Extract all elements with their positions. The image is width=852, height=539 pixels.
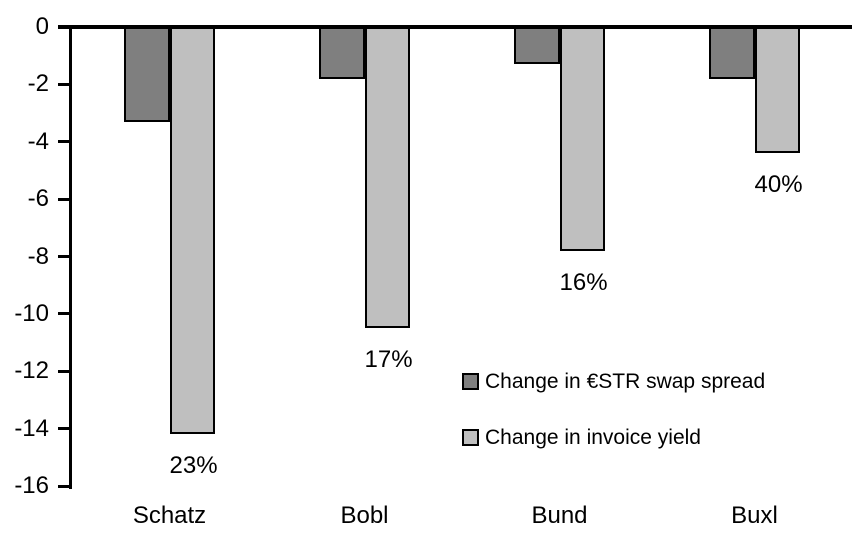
bar-buxl-series-1	[754, 27, 800, 154]
y-axis-tick	[58, 369, 72, 373]
y-axis-line	[69, 25, 72, 489]
legend-entry-swap-spread: Change in €STR swap spread	[462, 370, 766, 393]
bar-schatz-series-1	[169, 27, 215, 435]
category-label-bund: Bund	[531, 502, 588, 529]
legend-swatch-invoice-yield-icon	[462, 429, 479, 446]
bar-bund-series-0	[514, 27, 560, 65]
y-axis-tick	[58, 312, 72, 316]
bar-bobl-series-1	[364, 27, 410, 329]
y-axis-tick-label: -12	[14, 357, 49, 385]
y-axis-tick	[58, 197, 72, 201]
y-axis-tick-label: -6	[27, 185, 49, 213]
category-label-buxl: Buxl	[731, 502, 778, 529]
y-axis-tick-label: -2	[27, 70, 49, 98]
y-axis-tick-label: -8	[27, 242, 49, 270]
y-axis-tick	[58, 140, 72, 144]
y-axis-tick	[58, 255, 72, 259]
category-label-schatz: Schatz	[132, 502, 207, 529]
legend-swatch-swap-spread-icon	[462, 373, 479, 390]
legend-label-invoice-yield: Change in invoice yield	[485, 426, 701, 449]
data-label-bobl: 17%	[364, 346, 413, 374]
data-label-schatz: 23%	[169, 452, 218, 480]
legend: Change in €STR swap spread Change in inv…	[462, 370, 766, 449]
y-axis-tick	[58, 484, 72, 488]
legend-entry-invoice-yield: Change in invoice yield	[462, 426, 765, 449]
y-axis-tick-label: -14	[14, 414, 49, 442]
data-label-bund: 16%	[559, 268, 608, 296]
bar-bobl-series-0	[319, 27, 365, 79]
y-axis-tick-label: 0	[35, 13, 49, 40]
y-axis-tick	[58, 427, 72, 431]
data-label-buxl: 40%	[754, 171, 803, 199]
y-axis-tick-label: -4	[27, 127, 49, 155]
x-axis-line	[58, 25, 852, 29]
category-label-bobl: Bobl	[340, 502, 389, 529]
bar-bund-series-1	[559, 27, 605, 251]
bar-buxl-series-0	[709, 27, 755, 79]
y-axis-tick-label: -10	[14, 299, 49, 327]
y-axis-tick	[58, 82, 72, 86]
legend-label-swap-spread: Change in €STR swap spread	[485, 370, 766, 393]
bar-schatz-series-0	[124, 27, 170, 122]
y-axis-tick-label: -16	[14, 472, 49, 500]
